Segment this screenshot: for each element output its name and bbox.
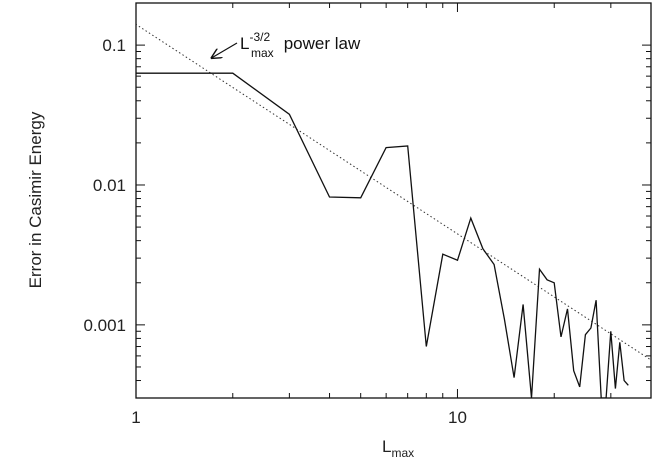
y-tick-label: 0.01 [93, 176, 126, 195]
annotation-superscript: -3/2 [249, 30, 270, 44]
y-tick-label: 0.001 [83, 316, 126, 335]
error-series-line [136, 72, 629, 398]
annotation-label: L-3/2 max power law [240, 30, 361, 60]
annotation-rest: power law [279, 34, 361, 53]
x-axis-title: Lmax [382, 437, 414, 460]
axis-ticks [135, 2, 652, 399]
x-tick-label: 1 [131, 408, 140, 427]
x-axis-title-subscript: max [391, 446, 414, 460]
annotation-main: L [240, 34, 249, 53]
annotation-subscript: max [251, 46, 274, 60]
axis-tick-labels: 1 10 0.001 0.01 0.1 [83, 36, 466, 427]
x-tick-label: 10 [448, 408, 467, 427]
power-law-reference-line [136, 23, 651, 361]
x-axis-title-main: L [382, 437, 391, 456]
y-axis-title: Error in Casimir Energy [26, 111, 45, 288]
annotation-arrow [212, 42, 238, 58]
plot-frame [135, 2, 652, 399]
y-tick-label: 0.1 [102, 36, 126, 55]
